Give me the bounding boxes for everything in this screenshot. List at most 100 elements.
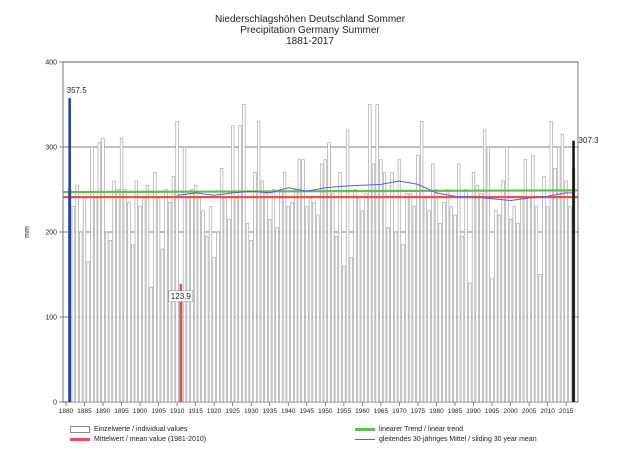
bar-1918 [205,235,209,403]
bar-1935 [268,218,272,403]
legend-label-values: Einzelwerte / individual values [94,426,188,433]
bar-1904 [153,172,157,403]
bar-1985 [453,214,457,403]
legend-label-mean: Mittelwert / mean value (1981-2010) [94,436,207,443]
legend-swatch-values [70,425,90,433]
bar-1897 [127,201,131,403]
bar-1882 [71,206,76,403]
bar-1883 [75,184,79,403]
bar-2013 [557,146,561,403]
bar-1891 [105,231,109,403]
bar-1998 [501,180,505,403]
bar-2007 [534,206,539,403]
legend-swatch-sliding [355,438,375,440]
min-marker-box [168,290,194,302]
bar-2003 [520,197,524,403]
bar-1984 [449,206,453,403]
bar-1937 [275,227,279,403]
x-tick-label: 2015 [559,408,574,415]
bar-1924 [227,218,231,403]
bar-1953 [334,235,339,403]
bar-1886 [86,261,90,403]
y-tick-label: 300 [45,145,57,152]
bar-1979 [431,163,435,403]
bar-1916 [197,197,201,403]
bar-1992 [479,193,483,403]
x-tick-label: 1960 [355,408,370,415]
legend-item-mean: Mittelwert / mean value (1981-2010) [70,435,206,444]
bar-1922 [219,167,224,403]
y-tick-label: 0 [53,400,57,407]
bar-1896 [123,189,127,403]
x-tick-label: 2010 [540,408,555,415]
x-tick-label: 1895 [114,408,129,415]
x-tick-label: 1915 [188,408,203,415]
bar-2014 [560,133,565,403]
bar-1989 [468,282,472,403]
bar-1996 [494,210,498,403]
bar-1999 [505,146,509,403]
bar-1965 [379,159,383,403]
x-tick-label: 1900 [133,408,148,415]
max-marker-label: 357.5 [67,86,88,95]
x-tick-label: 1980 [429,408,444,415]
bar-1930 [249,240,253,403]
bar-1952 [331,193,335,403]
bar-1893 [112,180,116,403]
bar-1959 [357,197,361,403]
bar-1986 [457,163,461,403]
bar-1972 [405,193,409,403]
bar-1981 [438,223,442,403]
legend-label-trend: linearer Trend / linear trend [379,426,464,433]
y-tick-label: 100 [45,315,57,322]
bar-2005 [527,197,531,403]
bar-1971 [401,244,405,403]
bar-2002 [516,223,520,403]
chart-period: 1881-2017 [286,36,334,47]
bar-1950 [323,159,327,403]
bar-1945 [305,206,309,403]
x-tick-label: 1970 [392,408,407,415]
x-tick-label: 1930 [244,408,259,415]
bar-1915 [194,184,198,403]
bar-1949 [319,163,324,403]
bar-1974 [412,206,416,403]
bar-1995 [490,278,494,403]
bar-1939 [282,172,287,403]
bar-1895 [119,138,124,403]
bar-1963 [371,163,376,403]
bar-1912 [182,146,187,403]
bar-2004 [523,159,528,403]
bar-1910 [175,121,179,403]
legend-swatch-mean [70,437,90,441]
legend-item-values: Einzelwerte / individual values [70,425,187,434]
bar-2008 [538,274,542,403]
bar-1933 [260,180,264,403]
bar-1951 [327,142,331,403]
bar-1976 [420,121,424,403]
bar-1920 [212,257,216,403]
y-tick-label: 400 [45,60,57,67]
bar-1980 [434,189,439,403]
bar-1967 [386,227,390,403]
bar-1902 [145,184,150,403]
bar-1921 [216,231,220,403]
bar-1909 [171,176,176,403]
bar-2010 [545,206,550,403]
x-tick-label: 1905 [151,408,166,415]
bar-1908 [168,201,172,403]
bar-1978 [427,210,431,403]
bar-1983 [445,189,450,403]
bar-1887 [90,146,94,403]
x-tick-label: 1935 [263,408,278,415]
bar-1960 [360,210,365,403]
min-marker-label: 123.9 [171,292,192,301]
x-tick-label: 1885 [77,408,92,415]
bar-1943 [297,159,302,403]
bar-1997 [497,214,502,403]
x-tick-label: 2000 [503,408,518,415]
bar-1885 [82,197,87,403]
bar-2009 [542,176,546,403]
chart-subtitle: Precipitation Germany Summer [240,25,380,36]
bar-1888 [93,197,98,403]
